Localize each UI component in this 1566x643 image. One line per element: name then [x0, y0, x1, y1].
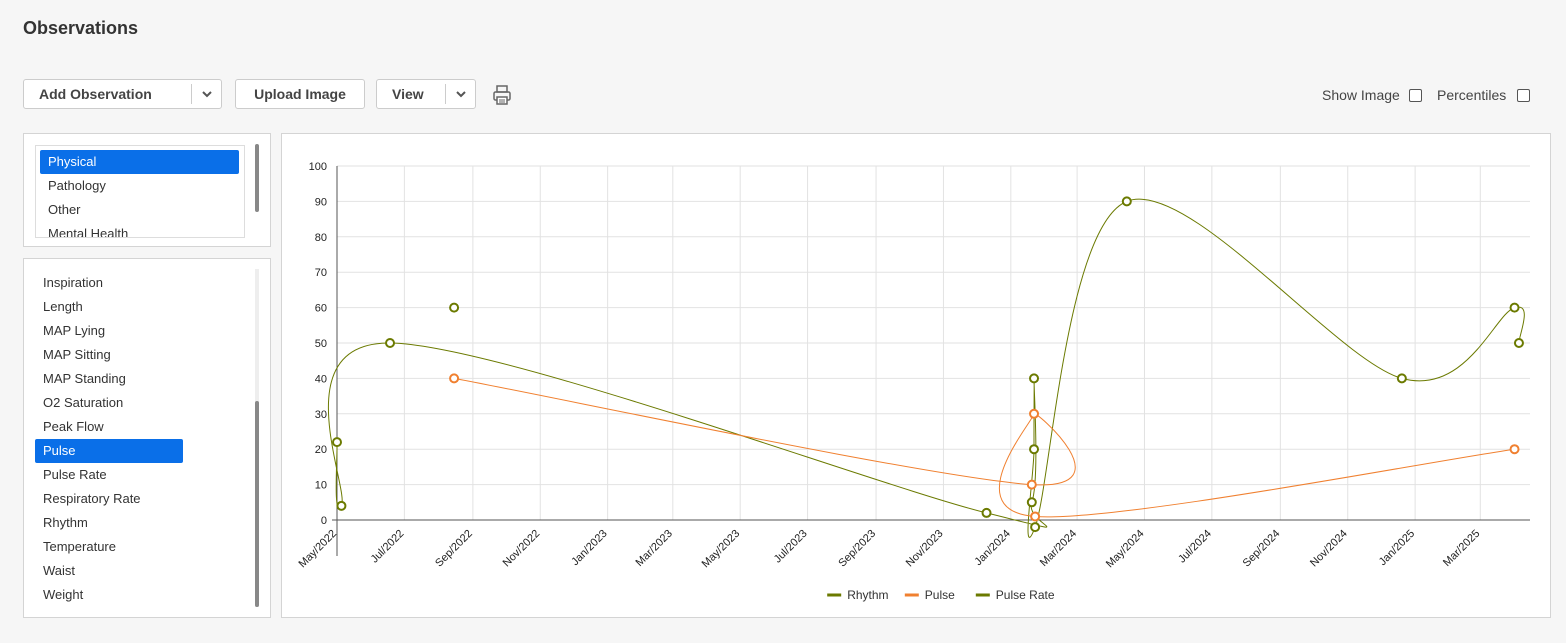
x-tick-label: Jul/2022	[369, 528, 407, 566]
show-image-checkbox[interactable]	[1409, 89, 1422, 102]
rhythm-line	[327, 198, 1525, 538]
observation-item-peak-flow[interactable]: Peak Flow	[43, 419, 104, 434]
rhythm-point	[1396, 373, 1407, 384]
y-tick-label: 30	[315, 409, 327, 421]
pulse-point	[1026, 479, 1037, 490]
rhythm-point	[385, 338, 396, 348]
x-tick-label: Nov/2022	[501, 528, 543, 570]
rhythm-point	[1513, 338, 1524, 348]
observation-item-pulse-rate[interactable]: Pulse Rate	[43, 467, 107, 482]
rhythm-point	[1030, 522, 1041, 533]
rhythm-point	[1026, 497, 1037, 508]
chevron-down-icon[interactable]	[191, 84, 221, 104]
y-tick-label: 90	[315, 196, 327, 208]
rhythm-point	[332, 437, 342, 448]
chart-panel: 0 10 20 30 40 50 60 70 80 90 100 May/2022 Jul/2022 Se…	[281, 133, 1551, 618]
category-item-mental-health[interactable]: Mental Health	[48, 226, 129, 238]
view-button[interactable]: View	[376, 79, 476, 109]
observation-item-inspiration[interactable]: Inspiration	[43, 275, 103, 290]
observation-panel: Inspiration Length MAP Lying MAP Sitting MAP…	[23, 258, 271, 618]
x-tick-label: May/2023	[700, 528, 743, 571]
y-tick-label: 100	[309, 161, 327, 173]
observation-item-o2-saturation[interactable]: O2 Saturation	[43, 395, 124, 410]
legend-label-pulse: Pulse	[925, 588, 955, 602]
chevron-down-icon[interactable]	[445, 84, 475, 104]
category-panel: Physical Pathology Other Mental Health	[23, 133, 271, 247]
rhythm-point	[1509, 302, 1520, 313]
x-tick-label: Jul/2024	[1176, 528, 1214, 566]
x-tick-label: May/2024	[1104, 528, 1147, 571]
y-tick-label: 10	[315, 480, 327, 492]
x-tick-label: Sep/2024	[1241, 528, 1283, 570]
x-tick-label: Sep/2022	[433, 528, 475, 570]
pulse-line	[454, 377, 1515, 518]
x-tick-label: Mar/2025	[1441, 528, 1482, 569]
y-tick-label: 80	[315, 232, 327, 244]
observation-item-weight[interactable]: Weight	[43, 587, 84, 602]
rhythm-point	[1121, 196, 1132, 207]
y-tick-label: 60	[315, 303, 327, 315]
upload-image-label: Upload Image	[254, 86, 346, 102]
observation-chart: 0 10 20 30 40 50 60 70 80 90 100 May/2022 Jul/2022 Se…	[296, 161, 1530, 602]
show-image-label: Show Image	[1322, 87, 1400, 103]
x-tick-label: Nov/2023	[904, 528, 946, 570]
category-list[interactable]: Physical Pathology Other Mental Health	[35, 145, 245, 238]
observation-item-temperature[interactable]: Temperature	[43, 539, 116, 554]
pulse-rate-point	[449, 302, 460, 313]
category-item-pathology[interactable]: Pathology	[48, 178, 106, 193]
print-icon[interactable]	[491, 84, 513, 106]
category-item-physical[interactable]: Physical	[40, 150, 239, 174]
x-tick-label: May/2022	[296, 528, 339, 571]
observation-item-pulse[interactable]: Pulse	[35, 439, 183, 463]
x-tick-label: Jan/2023	[569, 528, 609, 568]
observation-item-length[interactable]: Length	[43, 299, 83, 314]
observation-item-map-standing[interactable]: MAP Standing	[43, 371, 126, 386]
rhythm-point	[981, 507, 992, 518]
rhythm-point	[1029, 444, 1040, 455]
pulse-point	[1030, 511, 1041, 522]
observation-scrollbar[interactable]	[255, 401, 259, 607]
y-tick-label: 40	[315, 373, 327, 385]
page-title: Observations	[23, 18, 139, 38]
x-tick-label: Nov/2024	[1308, 528, 1350, 570]
percentiles-checkbox[interactable]	[1517, 89, 1530, 102]
percentiles-label: Percentiles	[1437, 87, 1507, 103]
observation-item-rhythm[interactable]: Rhythm	[43, 515, 88, 530]
x-tick-label: Jan/2024	[972, 528, 1012, 568]
rhythm-point	[336, 500, 347, 511]
observation-item-respiratory-rate[interactable]: Respiratory Rate	[43, 491, 141, 506]
observation-item-map-lying[interactable]: MAP Lying	[43, 323, 106, 338]
observation-item-map-sitting[interactable]: MAP Sitting	[43, 347, 111, 362]
y-tick-label: 70	[315, 267, 327, 279]
pulse-point	[449, 373, 460, 384]
pulse-point	[1029, 408, 1040, 419]
x-tick-label: Jan/2025	[1377, 528, 1417, 568]
legend-label-rhythm: Rhythm	[847, 588, 888, 602]
y-tick-label: 50	[315, 338, 327, 350]
y-tick-label: 20	[315, 444, 327, 456]
x-tick-label: Jul/2023	[772, 528, 810, 566]
x-tick-label: Mar/2023	[634, 528, 675, 569]
x-tick-label: Sep/2023	[836, 528, 878, 570]
x-tick-label: Mar/2024	[1038, 528, 1079, 569]
observation-item-waist[interactable]: Waist	[43, 563, 76, 578]
category-item-other[interactable]: Other	[48, 202, 81, 217]
y-tick-label: 0	[321, 515, 327, 527]
category-scrollbar[interactable]	[255, 144, 259, 212]
pulse-point	[1509, 444, 1520, 455]
rhythm-point	[1029, 373, 1040, 384]
view-label: View	[392, 86, 424, 102]
upload-image-button[interactable]: Upload Image	[235, 79, 365, 109]
add-observation-button[interactable]: Add Observation	[23, 79, 222, 109]
add-observation-label: Add Observation	[39, 86, 152, 102]
legend-label-pulse-rate: Pulse Rate	[996, 588, 1055, 602]
